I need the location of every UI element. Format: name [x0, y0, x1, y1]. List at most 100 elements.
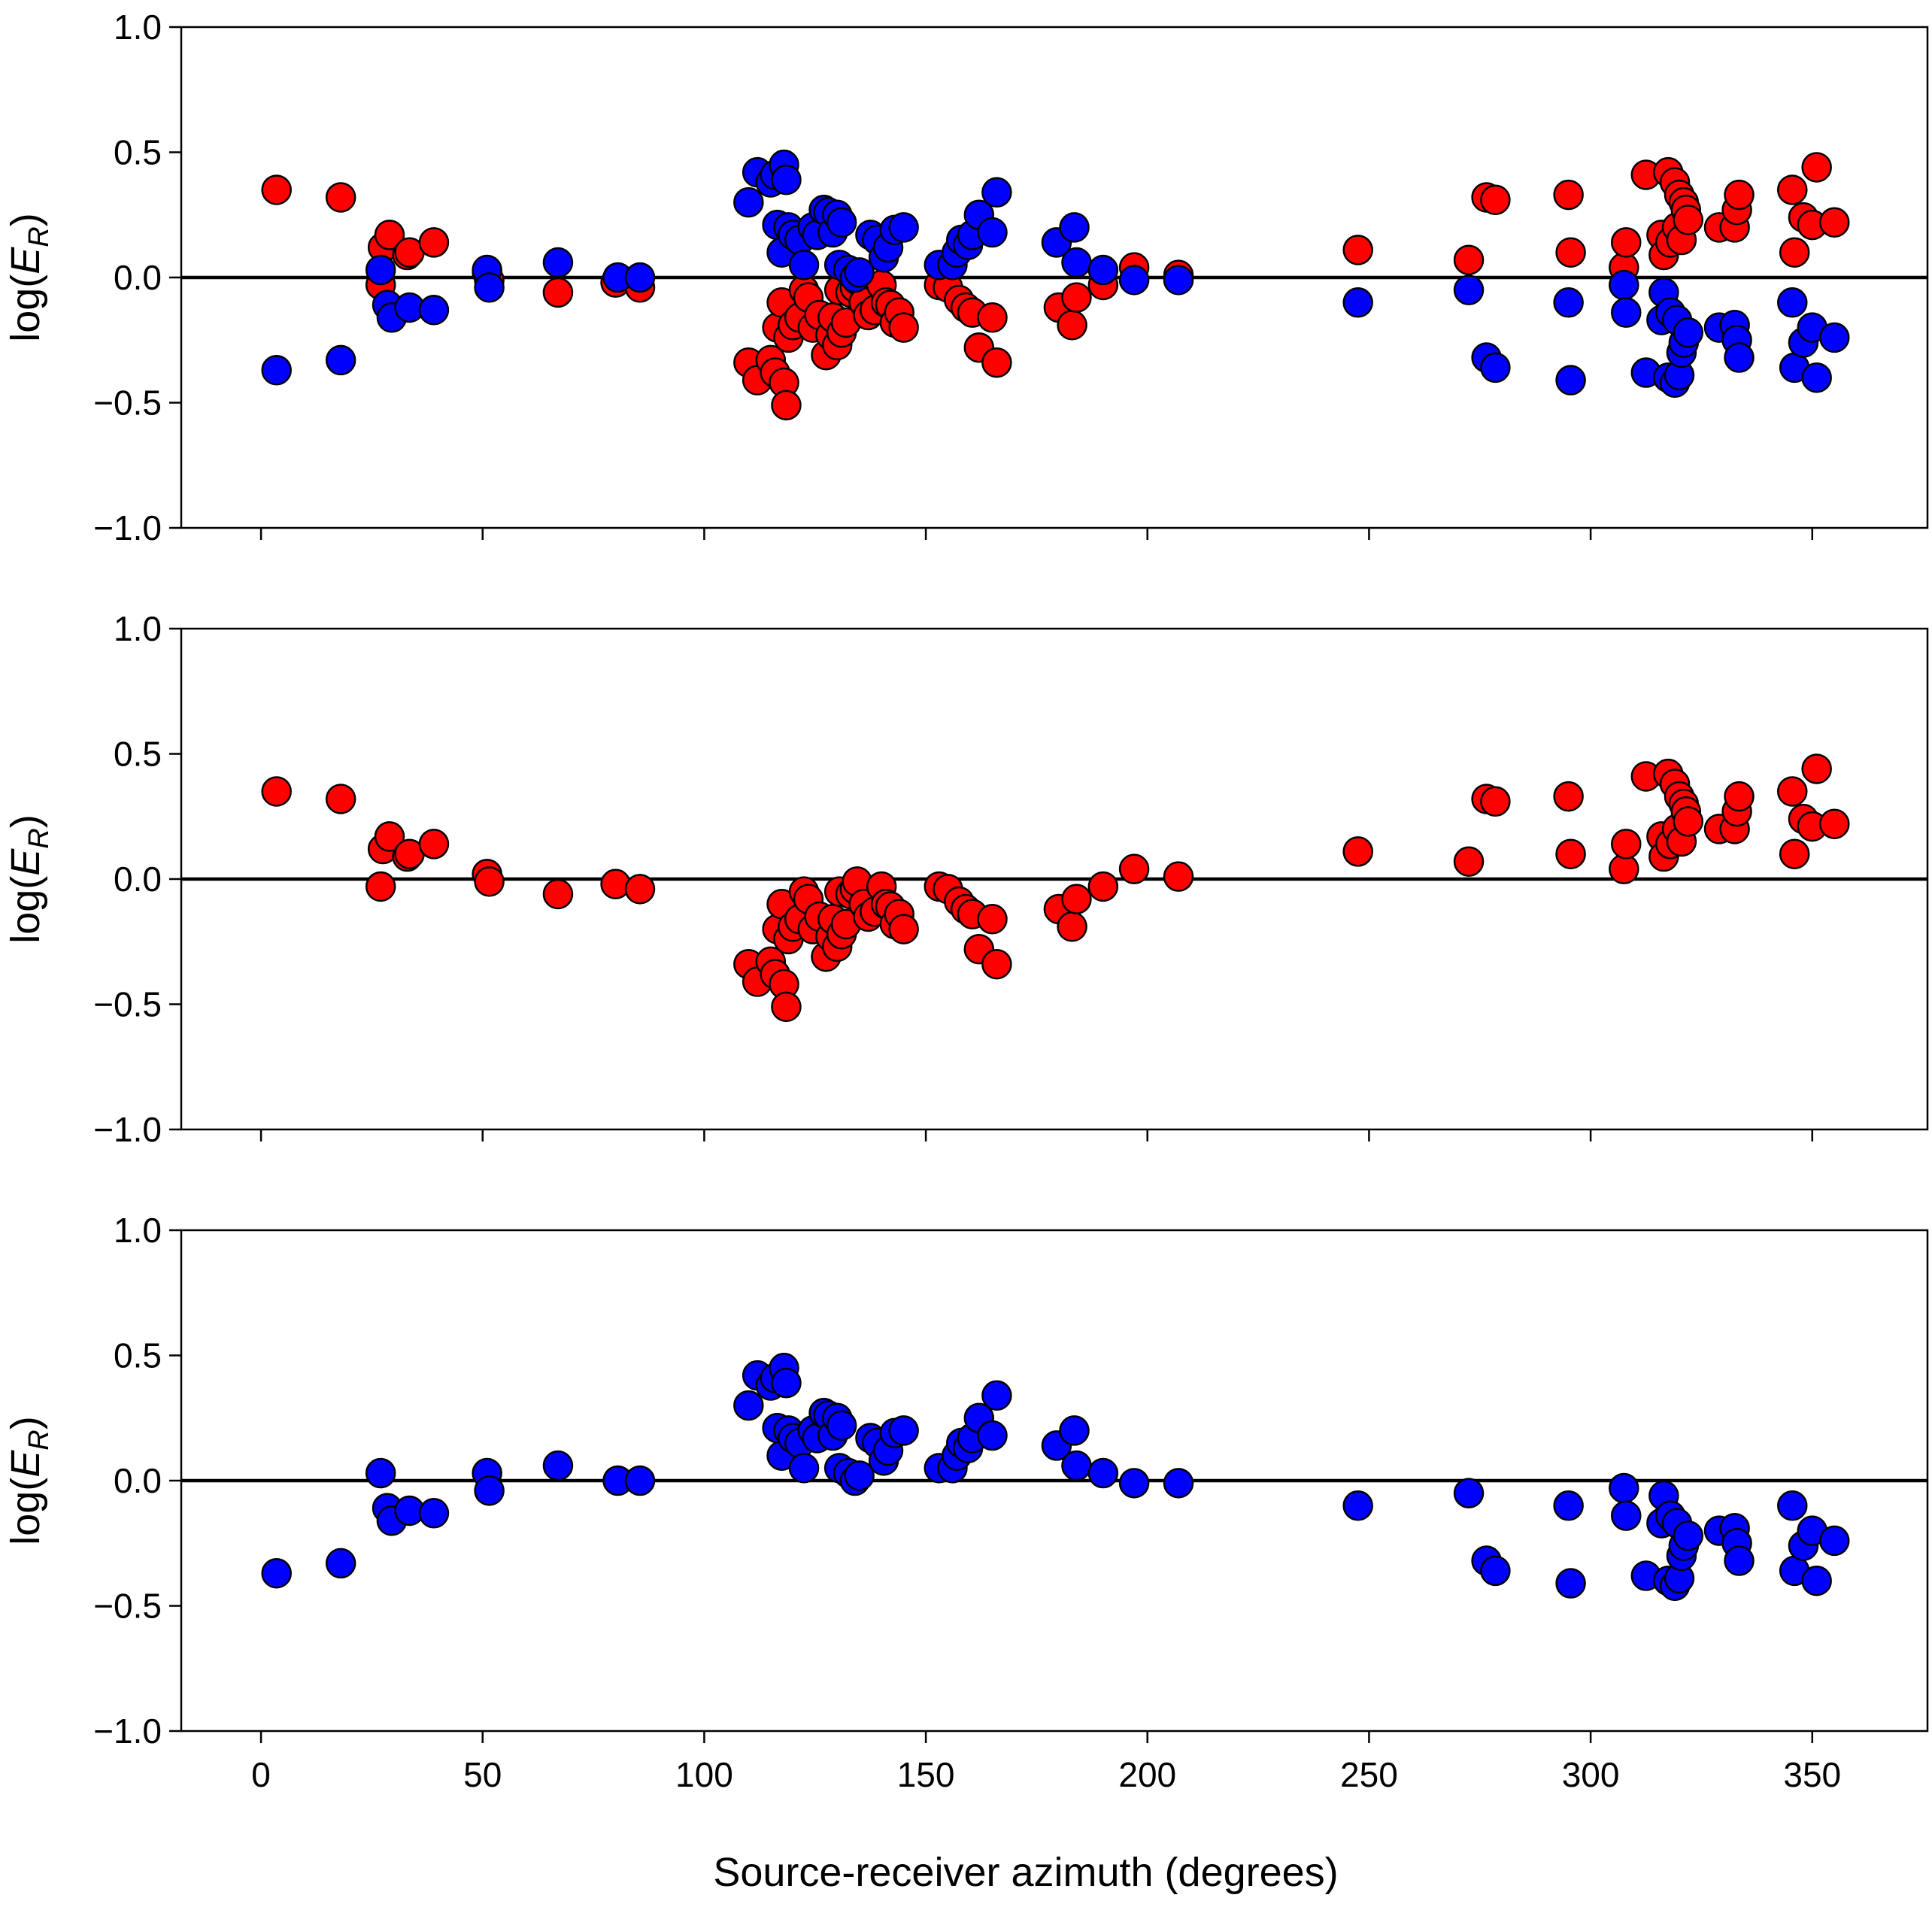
y-axis-label: log(ER) — [3, 213, 55, 342]
blue-point — [981, 1380, 1012, 1411]
red-point — [1555, 838, 1586, 869]
y-tick-label: −1.0 — [93, 1711, 162, 1751]
blue-point — [844, 1460, 875, 1491]
blue-point — [418, 1498, 450, 1529]
blue-point — [1609, 269, 1639, 301]
red-point — [1673, 806, 1704, 837]
blue-point — [1480, 352, 1511, 384]
blue-point — [788, 250, 820, 280]
red-point — [1779, 838, 1810, 869]
red-point — [261, 776, 292, 807]
red-point — [1057, 911, 1087, 942]
blue-point — [1724, 342, 1755, 373]
red-point — [888, 914, 919, 944]
blue-point — [888, 1415, 919, 1446]
blue-point — [1801, 1565, 1832, 1596]
red-point — [1801, 152, 1832, 183]
blue-point — [1555, 365, 1586, 396]
y-tick-label: −0.5 — [93, 1587, 162, 1626]
red-point — [1777, 776, 1808, 807]
blue-point — [261, 354, 292, 386]
red-point — [624, 874, 656, 905]
red-point — [542, 878, 574, 910]
red-point — [1673, 205, 1704, 235]
red-point — [1057, 310, 1087, 341]
blue-point — [733, 186, 764, 218]
blue-point — [1163, 1468, 1194, 1499]
y-tick-label: 0.5 — [114, 1336, 162, 1375]
blue-point — [1818, 1525, 1850, 1557]
blue-point — [1087, 1457, 1119, 1489]
red-point — [1779, 237, 1810, 268]
blue-point — [1453, 1478, 1485, 1508]
blue-point — [1059, 212, 1090, 243]
red-point — [981, 347, 1012, 378]
red-point — [1453, 244, 1485, 275]
blue-point — [542, 1450, 574, 1481]
blue-point — [1818, 322, 1850, 353]
red-point — [474, 866, 505, 897]
red-point — [1610, 829, 1642, 860]
y-tick-label: 0.0 — [114, 860, 162, 899]
blue-point — [977, 1420, 1008, 1451]
red-point — [1061, 282, 1092, 313]
blue-point — [1163, 265, 1194, 296]
red-point — [1553, 179, 1584, 211]
blue-point — [826, 207, 857, 238]
blue-point — [1480, 1555, 1511, 1587]
red-point — [1342, 235, 1373, 265]
red-point — [325, 182, 356, 213]
y-tick-label: −0.5 — [93, 985, 162, 1024]
blue-point — [1777, 1490, 1808, 1521]
blue-point — [542, 247, 574, 278]
x-tick-label: 100 — [675, 1755, 733, 1794]
blue-point — [1118, 1468, 1150, 1499]
red-point — [1610, 227, 1642, 258]
red-point — [261, 174, 292, 205]
blue-point — [1087, 254, 1119, 286]
red-point — [1453, 846, 1485, 877]
blue-point — [977, 217, 1008, 248]
blue-point — [1553, 1490, 1584, 1521]
x-axis-label: Source-receiver azimuth (degrees) — [713, 1850, 1338, 1895]
x-tick-label: 50 — [463, 1755, 502, 1794]
red-point — [1555, 237, 1586, 268]
blue-point — [1453, 274, 1485, 305]
blue-point — [788, 1453, 820, 1484]
blue-point — [474, 272, 505, 303]
red-point — [1480, 184, 1511, 216]
blue-point — [624, 1465, 656, 1496]
blue-point — [771, 164, 802, 196]
y-axis-label: log(ER) — [3, 1416, 55, 1545]
blue-point — [1610, 297, 1642, 328]
blue-point — [1673, 317, 1704, 348]
blue-point — [365, 1457, 396, 1489]
blue-point — [1342, 1490, 1373, 1521]
y-tick-label: 0.0 — [114, 258, 162, 297]
x-tick-label: 150 — [897, 1755, 955, 1794]
blue-point — [888, 212, 919, 243]
y-axis-label: log(ER) — [3, 814, 55, 944]
red-point — [325, 784, 356, 814]
blue-point — [1801, 362, 1832, 393]
red-point — [1801, 753, 1832, 784]
red-point — [1777, 174, 1808, 205]
red-point — [418, 829, 450, 860]
y-tick-label: 0.5 — [114, 133, 162, 172]
x-tick-label: 350 — [1783, 1755, 1841, 1794]
y-tick-label: −1.0 — [93, 1110, 162, 1149]
red-point — [1553, 781, 1584, 812]
blue-point — [365, 254, 396, 286]
x-tick-label: 200 — [1118, 1755, 1176, 1794]
red-point — [1818, 808, 1850, 839]
blue-point — [474, 1475, 505, 1506]
blue-point — [1342, 287, 1373, 318]
red-point — [1087, 871, 1119, 902]
blue-point — [261, 1557, 292, 1589]
blue-point — [325, 1548, 356, 1579]
blue-point — [1553, 287, 1584, 318]
red-point — [418, 227, 450, 258]
red-point — [365, 871, 396, 902]
blue-point — [1059, 1415, 1090, 1446]
